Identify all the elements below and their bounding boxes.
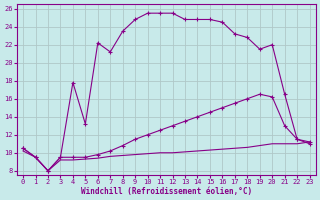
X-axis label: Windchill (Refroidissement éolien,°C): Windchill (Refroidissement éolien,°C) xyxy=(81,187,252,196)
